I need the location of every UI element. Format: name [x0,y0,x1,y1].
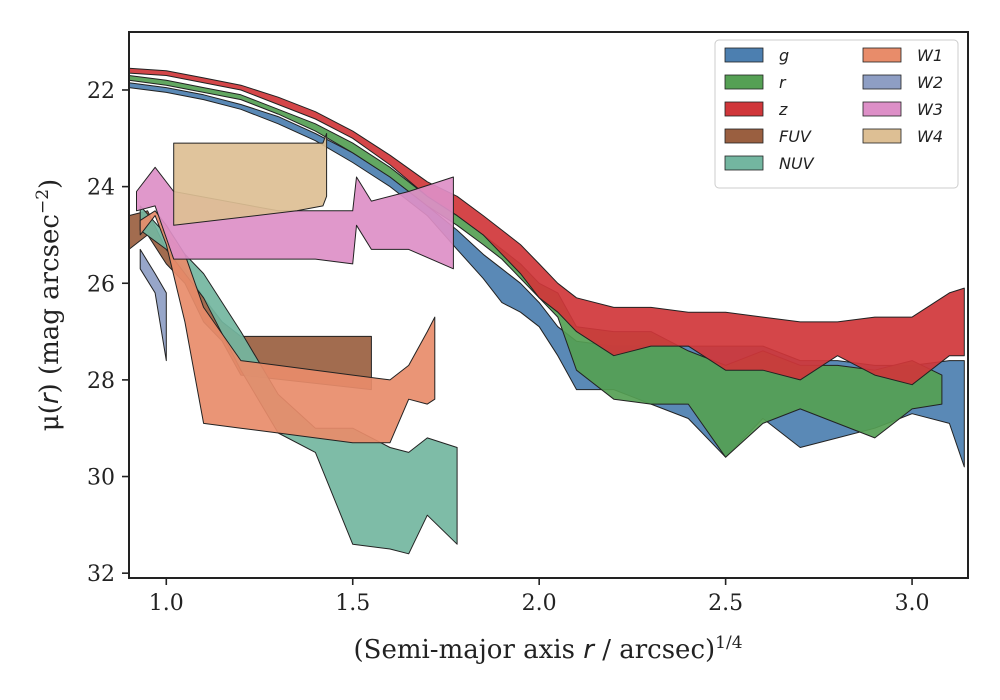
legend-swatch-NUV [724,155,764,171]
y-tick-label: 32 [87,562,115,587]
bands-layer [128,67,965,555]
band-W2 [139,248,167,362]
legend-swatch-FUV [724,128,764,144]
y-axis-label: μ(r) (mag arcsec−2) [33,179,65,431]
y-axis: 22 24 26 28 30 32 [87,79,129,587]
x-tick-label: 2.0 [522,591,557,616]
legend-swatch-W1 [862,47,902,63]
plot-frame [128,31,969,579]
legend-label-W1: W1 [917,46,943,65]
legend-swatch-g [724,47,764,63]
band-W4 [173,133,328,226]
legend-swatch-W3 [862,101,902,117]
band-W1 [139,210,436,444]
y-tick-label: 28 [87,369,115,394]
legend: grz FUV NUV W1 W2 W3 W4 [714,39,959,189]
legend-label-NUV: NUV [779,154,815,173]
y-tick-label: 24 [87,176,115,201]
x-axis: 1.0 1.5 2.0 2.5 3.0 [149,578,930,616]
legend-label-FUV: FUV [779,127,812,146]
legend-label-r: r [779,73,787,92]
legend-swatch-W2 [862,74,902,90]
legend-swatch-W4 [862,128,902,144]
legend-swatch-r [724,74,764,90]
legend-label-W3: W3 [917,100,943,119]
x-tick-label: 1.0 [149,591,184,616]
x-tick-label: 3.0 [895,591,930,616]
legend-swatch-z [724,101,764,117]
legend-label-W2: W2 [917,73,943,92]
legend-label-g: g [779,46,789,65]
y-tick-label: 26 [87,272,115,297]
y-tick-label: 22 [87,79,115,104]
x-tick-label: 1.5 [335,591,370,616]
x-axis-label: (Semi-major axis r / arcsec)1/4 [353,633,742,665]
y-tick-label: 30 [87,466,115,491]
legend-label-W4: W4 [917,127,943,146]
x-tick-label: 2.5 [708,591,743,616]
legend-label-z: z [778,100,788,119]
